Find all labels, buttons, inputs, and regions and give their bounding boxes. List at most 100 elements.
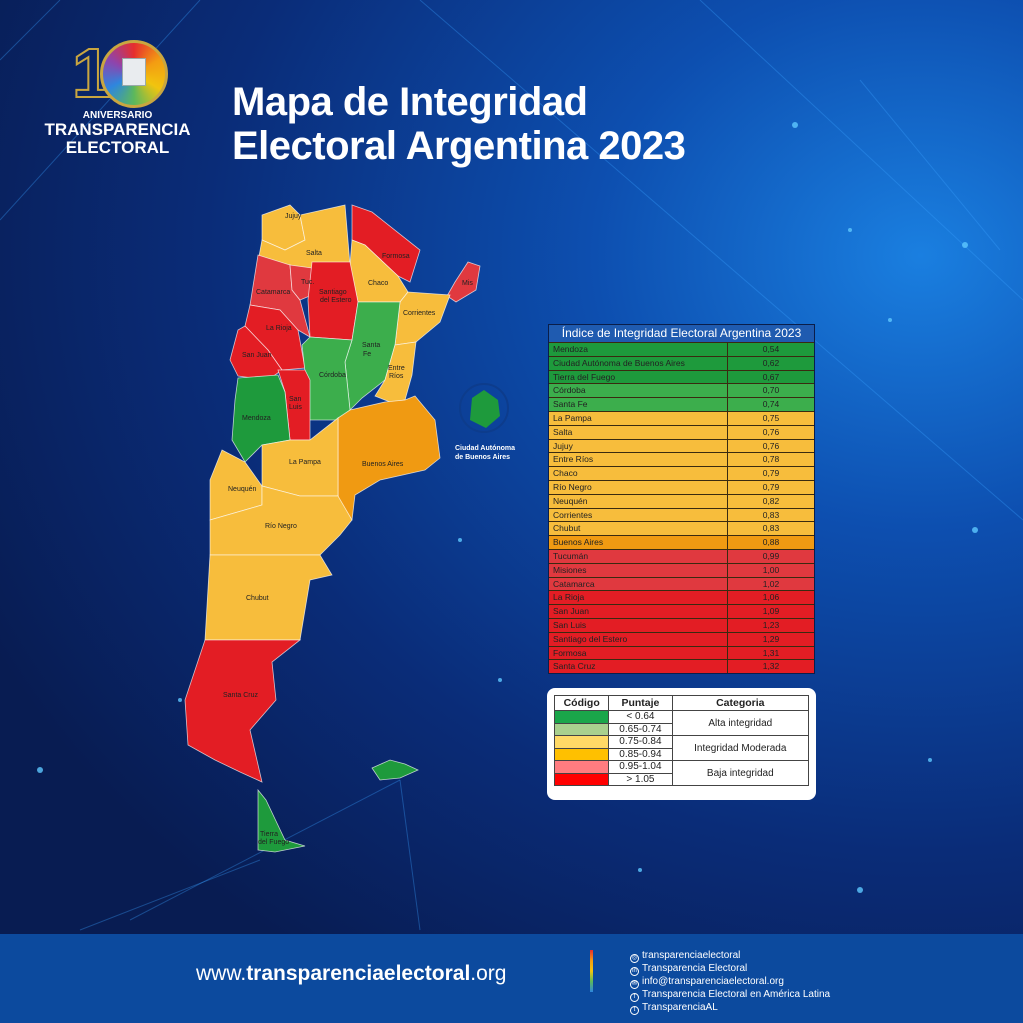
table-row: Ciudad Autónoma de Buenos Aires 0,62	[549, 355, 814, 370]
label-neuquen: Neuquén	[228, 486, 257, 493]
social-facebook[interactable]: f Transparencia Electoral en América Lati…	[630, 989, 830, 1002]
index-value: 0,75	[762, 412, 780, 423]
table-row: La Pampa 0,75	[549, 410, 814, 425]
province-name: Formosa	[549, 646, 728, 660]
province-name: San Luis	[549, 618, 728, 632]
brand-logo: 10 ANIVERSARIO TRANSPARENCIA ELECTORAL	[30, 36, 205, 157]
label-caba-2: de Buenos Aires	[455, 454, 510, 461]
social-label: info@transparenciaelectoral.org	[642, 976, 784, 987]
label-rio-negro: Río Negro	[265, 523, 297, 530]
legend-header-category: Categoria	[671, 695, 810, 711]
ballot-box-icon	[122, 58, 146, 86]
table-row: Córdoba 0,70	[549, 383, 814, 398]
legend-swatch	[553, 760, 610, 774]
table-row: Tierra del Fuego 0,67	[549, 369, 814, 384]
social-twitter[interactable]: t TransparenciaAL	[630, 1002, 830, 1015]
province-tierra-del-fuego	[257, 788, 306, 853]
legend-range: > 1.05	[608, 772, 673, 786]
argentina-map: Jujuy Salta Formosa Tuc. Catamarca Santi…	[184, 205, 515, 853]
province-name: Santa Cruz	[549, 660, 728, 674]
index-value: 0,79	[762, 468, 780, 479]
table-row: Jujuy 0,76	[549, 438, 814, 453]
legend-category: Alta integridad	[671, 710, 810, 736]
label-santiago: Santiago	[319, 289, 347, 296]
label-san-luis-2: Luis	[289, 404, 302, 411]
label-mendoza: Mendoza	[242, 415, 271, 422]
label-santiago-2: del Estero	[320, 297, 352, 304]
index-value: 0,62	[762, 357, 780, 368]
legend-swatch	[553, 772, 610, 786]
email-icon: ✉	[630, 980, 639, 989]
label-catamarca: Catamarca	[256, 289, 290, 296]
province-name: Río Negro	[549, 480, 728, 494]
province-name: Salta	[549, 425, 728, 439]
label-entre-rios-2: Ríos	[389, 373, 404, 380]
malvinas-islands	[371, 759, 419, 781]
index-value: 0,70	[762, 385, 780, 396]
province-name: Chubut	[549, 522, 728, 536]
map-labels: Jujuy Salta Formosa Tuc. Catamarca Santi…	[223, 213, 515, 846]
url-prefix: www.	[196, 962, 247, 985]
index-value: 0,82	[762, 495, 780, 506]
province-name: Corrientes	[549, 508, 728, 522]
province-name: Mendoza	[549, 343, 728, 356]
province-name: San Juan	[549, 605, 728, 618]
social-instagram[interactable]: ◎ transparenciaelectoral	[630, 950, 830, 963]
index-value: 0,88	[762, 537, 780, 548]
index-value: 1,02	[762, 578, 780, 589]
province-name: Córdoba	[549, 384, 728, 398]
legend-range: 0.95-1.04	[608, 760, 673, 774]
table-row: Río Negro 0,79	[549, 479, 814, 494]
index-value: 0,79	[762, 481, 780, 492]
social-linkedin[interactable]: in Transparencia Electoral	[630, 963, 830, 976]
table-row: Neuquén 0,82	[549, 493, 814, 508]
url-suffix: .org	[470, 962, 507, 985]
index-value: 0,76	[762, 440, 780, 451]
province-santa-cruz	[184, 639, 302, 783]
province-name: Jujuy	[549, 439, 728, 453]
index-value: 1,06	[762, 592, 780, 603]
province-name: Ciudad Autónoma de Buenos Aires	[549, 356, 728, 370]
label-chubut: Chubut	[246, 595, 269, 602]
province-name: Buenos Aires	[549, 536, 728, 549]
legend-table: Código Puntaje Categoria < 0.64 Alta integr…	[553, 695, 810, 786]
color-divider	[590, 950, 593, 992]
index-value: 0,78	[762, 454, 780, 465]
instagram-icon: ◎	[630, 954, 639, 963]
label-jujuy: Jujuy	[285, 213, 302, 220]
table-row: Santa Cruz 1,32	[549, 659, 814, 674]
legend-header-code: Código	[553, 695, 610, 711]
table-row: Tucumán 0,99	[549, 548, 814, 563]
social-email[interactable]: ✉ info@transparenciaelectoral.org	[630, 976, 830, 989]
legend-swatch	[553, 735, 610, 749]
index-value: 0,76	[762, 426, 780, 437]
org-name-line1: TRANSPARENCIA	[44, 120, 191, 139]
province-caba	[470, 390, 500, 428]
title-line1: Mapa de Integridad	[232, 80, 588, 124]
label-entre-rios: Entre	[388, 365, 405, 372]
anniversary-emblem: 10	[30, 36, 205, 109]
footer-band	[0, 934, 1023, 1023]
legend-range: 0.85-0.94	[608, 747, 673, 761]
legend-swatch	[553, 722, 610, 736]
province-name: Santiago del Estero	[549, 632, 728, 646]
province-name: Tierra del Fuego	[549, 370, 728, 384]
label-san-luis: San	[289, 396, 302, 403]
website-link[interactable]: www.transparenciaelectoral.org	[196, 962, 506, 986]
province-name: Misiones	[549, 563, 728, 577]
anniversary-label: ANIVERSARIO	[82, 110, 153, 121]
facebook-icon: f	[630, 993, 639, 1002]
province-name: La Rioja	[549, 591, 728, 605]
table-row: Buenos Aires 0,88	[549, 535, 814, 549]
label-santa-fe-2: Fe	[363, 351, 371, 358]
province-name: La Pampa	[549, 411, 728, 425]
index-value: 0,67	[762, 371, 780, 382]
table-row: Salta 0,76	[549, 424, 814, 439]
legend-swatch	[553, 710, 610, 724]
table-row: Santa Fe 0,74	[549, 397, 814, 411]
label-formosa: Formosa	[382, 253, 410, 260]
table-row: Mendoza 0,54	[549, 342, 814, 356]
label-buenos-aires: Buenos Aires	[362, 461, 404, 468]
label-caba: Ciudad Autónoma	[455, 445, 515, 452]
table-row: Catamarca 1,02	[549, 576, 814, 591]
